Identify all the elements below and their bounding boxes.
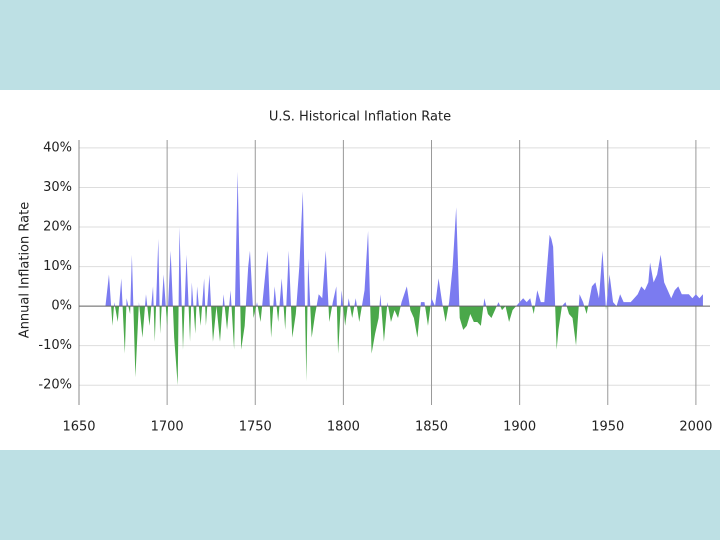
x-tick-label: 1900 — [503, 420, 536, 435]
y-axis-label: Annual Inflation Rate — [18, 202, 33, 338]
x-tick-label: 1950 — [591, 420, 624, 435]
y-tick-label: 20% — [43, 220, 72, 235]
x-tick-label: 1850 — [415, 420, 448, 435]
chart-panel — [0, 90, 720, 450]
y-tick-label: -10% — [38, 338, 72, 353]
x-tick-label: 1650 — [62, 420, 95, 435]
x-tick-label: 1800 — [327, 420, 360, 435]
x-tick-label: 1700 — [151, 420, 184, 435]
y-tick-label: 10% — [43, 259, 72, 274]
chart-title: U.S. Historical Inflation Rate — [269, 110, 451, 125]
y-tick-label: 40% — [43, 140, 72, 155]
x-tick-label: 1750 — [239, 420, 272, 435]
y-tick-label: -20% — [38, 378, 72, 393]
y-tick-label: 0% — [51, 299, 72, 314]
y-tick-label: 30% — [43, 180, 72, 195]
x-tick-label: 2000 — [679, 420, 712, 435]
